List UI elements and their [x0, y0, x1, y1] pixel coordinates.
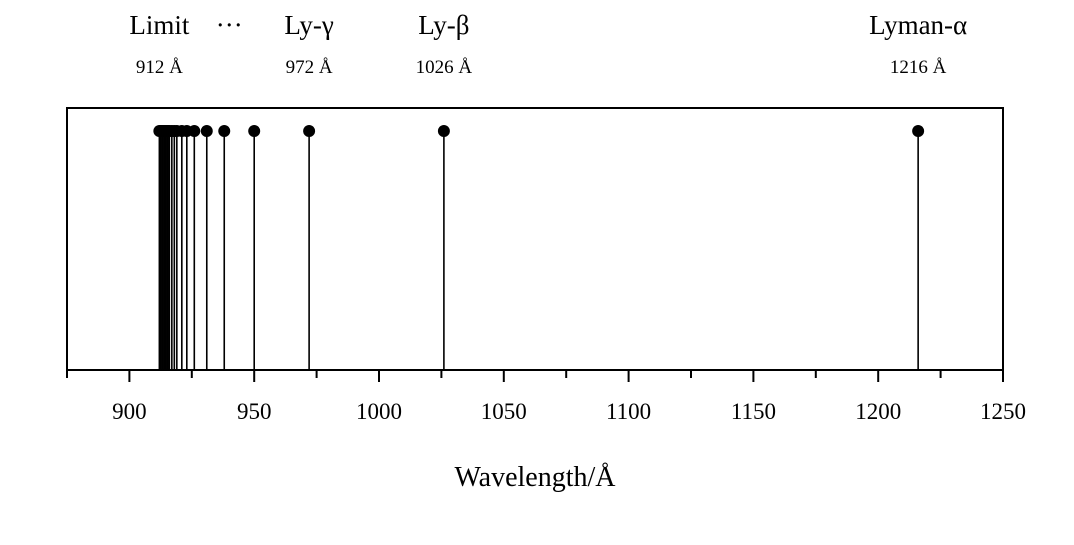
spectral-lines — [153, 125, 925, 370]
x-tick-label: 1200 — [855, 399, 901, 424]
spectral-line-marker — [303, 125, 316, 137]
line-wavelength-label: 972 Å — [286, 57, 333, 78]
x-tick-label: 900 — [112, 399, 147, 424]
line-name-label: Limit — [129, 10, 189, 40]
x-tick-label: 950 — [237, 399, 272, 424]
spectral-line-marker — [437, 125, 450, 137]
x-tick-label: 1100 — [606, 399, 651, 424]
x-axis-ticks: 900 950 1000 1050 1100 1150 1200 1250 — [66, 370, 1026, 424]
spectral-line-marker — [218, 125, 231, 137]
spectral-line-marker — [912, 125, 925, 137]
line-wavelength-label: 1216 Å — [890, 57, 947, 78]
line-name-label: Lyman-α — [869, 10, 967, 40]
x-tick-label: 1050 — [481, 399, 527, 424]
spectral-line-marker — [153, 125, 166, 137]
plot-frame — [66, 107, 1004, 371]
x-tick-label: 1000 — [356, 399, 402, 424]
line-annotations: Limit 912 Å ··· Ly-γ 972 Å Ly-β 1026 Å Lyman-α 1… — [129, 10, 967, 78]
spectral-line-marker — [200, 125, 213, 137]
line-wavelength-label: 1026 Å — [416, 57, 473, 78]
x-tick-label: 1250 — [980, 399, 1026, 424]
line-wavelength-label: 912 Å — [136, 57, 183, 78]
line-name-label: Ly-β — [418, 10, 469, 40]
x-axis-title: Wavelength/Å — [454, 462, 616, 493]
line-name-label: Ly-γ — [284, 10, 333, 40]
line-name-label: ··· — [216, 10, 243, 40]
spectral-line-marker — [248, 125, 261, 137]
x-tick-label: 1150 — [731, 399, 776, 424]
